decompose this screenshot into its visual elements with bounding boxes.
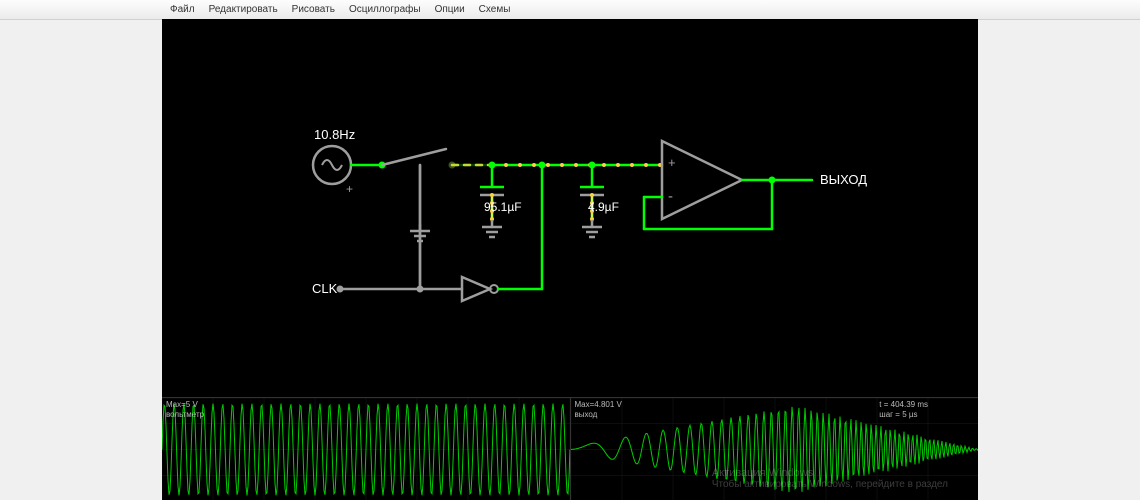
svg-text:+: + [668,155,676,170]
svg-text:CLK: CLK [312,281,338,296]
menu-file[interactable]: Файл [170,4,195,15]
scope-right-label: Max=4.801 V выход [575,400,622,419]
svg-text:95.1µF: 95.1µF [484,200,522,214]
menu-edit[interactable]: Редактировать [209,4,278,15]
menu-scopes[interactable]: Осциллографы [349,4,421,15]
svg-text:ВЫХОД: ВЫХОД [820,172,867,187]
scope-left[interactable]: Max=5 V вольтметр [162,397,570,500]
menubar: Файл Редактировать Рисовать Осциллографы… [0,0,1140,20]
svg-text:4.9µF: 4.9µF [588,200,619,214]
menu-draw[interactable]: Рисовать [292,4,335,15]
svg-text:-: - [668,188,673,205]
menu-options[interactable]: Опции [435,4,465,15]
scope-left-label: Max=5 V вольтметр [166,400,204,419]
circuit-canvas[interactable]: 10.8Hz +95.1µF 4.9µF + - ВЫХОД CLK [162,19,978,397]
windows-watermark: Активация Windows Чтобы активировать Win… [712,467,948,490]
oscilloscope-row: Max=5 V вольтметр Max=4.801 V выход t = … [162,397,978,500]
menu-schemes[interactable]: Схемы [479,4,511,15]
scope-right-time: t = 404.39 ms шаг = 5 µs [879,400,928,419]
svg-text:10.8Hz: 10.8Hz [314,127,355,142]
scope-right[interactable]: Max=4.801 V выход t = 404.39 ms шаг = 5 … [570,397,979,500]
svg-text:+: + [346,182,353,196]
